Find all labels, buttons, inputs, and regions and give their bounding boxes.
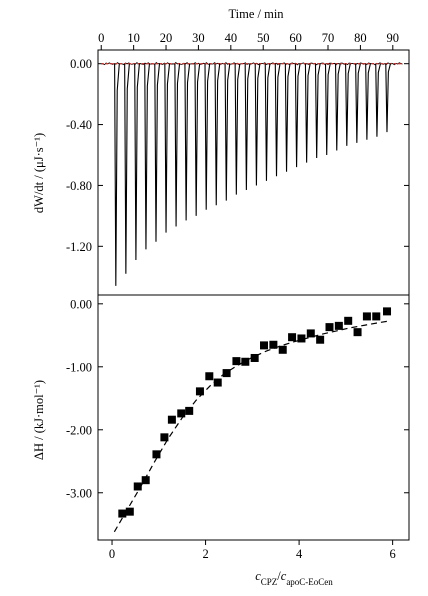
bottom-x-tick-label: 4 [296,547,303,561]
injection-peak [164,63,171,233]
data-point [185,406,194,415]
lower-y-tick-label: -1.00 [66,360,92,374]
lower-y-tick-label: -2.00 [66,423,92,437]
data-point [250,353,259,362]
data-point [297,334,306,343]
data-point [269,340,278,349]
injection-peak [254,63,261,186]
upper-y-axis-title: dW/dt / (μJ·s⁻¹) [32,133,46,213]
data-point [195,387,204,396]
data-point [125,507,134,516]
lower-y-tick-label: -3.00 [66,486,92,500]
data-point [241,357,250,366]
top-tick-label: 30 [192,31,205,45]
bottom-x-tick-label: 6 [390,547,396,561]
data-point [177,409,186,418]
data-point [222,369,231,378]
data-point [383,307,392,316]
lower-panel-frame [97,294,410,541]
top-tick-label: 80 [354,31,367,45]
injection-peak [314,63,321,159]
upper-y-tick-label: -0.40 [66,118,92,132]
baseline-trace [100,62,403,66]
top-tick-label: 20 [160,31,173,45]
injection-peak [134,63,140,261]
injection-peak [385,63,392,133]
injection-peak [375,63,381,137]
injection-peak [274,63,281,177]
data-point [118,509,127,518]
top-tick-label: 90 [387,31,400,45]
injection-peak [304,63,311,163]
bottom-x-tick-label: 0 [109,547,115,561]
injection-peak [345,63,351,146]
injection-peak [204,63,211,210]
upper-panel-thermogram: 0.00 -0.40 -0.80 -1.20 dW/dt / (μJ·s⁻¹) [32,49,410,296]
top-axis-ticks: 0 10 20 30 40 50 60 70 80 90 [98,31,399,50]
injection-peak [244,63,251,191]
data-point [353,328,362,337]
data-point [334,321,343,330]
injection-peak [124,63,130,274]
injection-peak [184,63,191,221]
upper-y-tick-label: -0.80 [66,179,92,193]
data-point [152,450,161,459]
data-point [133,482,142,491]
fit-curve [113,320,391,533]
injection-peak [284,63,291,172]
top-tick-label: 50 [257,31,270,45]
injection-peak [264,63,271,181]
data-point [167,415,176,424]
injection-peak [324,63,331,156]
bottom-x-ticks: 0 2 4 6 [109,540,396,561]
data-point [362,312,371,321]
lower-y-tick-label: 0.00 [70,297,92,311]
injection-peak [214,63,221,206]
injection-peak [335,63,341,151]
data-point [232,357,241,366]
data-point [278,345,287,354]
injection-peak [144,63,150,250]
injection-peak [355,63,361,143]
data-point [325,323,334,332]
lower-y-ticks: 0.00 -1.00 -2.00 -3.00 [66,297,409,500]
data-point [205,372,214,381]
top-axis-title: Time / min [228,7,284,21]
data-point [306,329,315,338]
data-point [344,316,353,325]
injection-peak [174,63,181,227]
lower-panel-isotherm: 0.00 -1.00 -2.00 -3.00 0 2 4 6 ΔH / (kJ·mol⁻¹) [32,294,410,561]
injection-peak [114,63,120,286]
injection-peak [234,63,241,195]
injection-peaks [114,63,392,286]
lower-y-axis-title: ΔH / (kJ·mol⁻¹) [32,380,46,460]
injection-peak [224,63,231,201]
upper-y-ticks: 0.00 -0.40 -0.80 -1.20 [66,57,409,254]
data-point [316,335,325,344]
data-point [141,476,150,485]
upper-y-tick-label: 0.00 [70,57,92,71]
bottom-axis-title: cCPZ/capoC-EoCen [255,569,333,587]
top-tick-label: 40 [225,31,238,45]
injection-peak [365,63,371,140]
enthalpy-data-points [118,307,392,518]
data-point [372,312,381,321]
top-tick-label: 10 [127,31,140,45]
top-tick-label: 70 [322,31,335,45]
injection-peak [294,63,301,168]
data-point [160,433,169,442]
bottom-x-tick-label: 2 [202,547,208,561]
injection-peak [194,63,201,216]
top-tick-label: 60 [289,31,302,45]
data-point [288,333,297,342]
data-point [213,378,222,387]
upper-y-tick-label: -1.20 [66,240,92,254]
top-tick-label: 0 [98,31,104,45]
injection-peak [154,63,161,242]
data-point [260,341,269,350]
